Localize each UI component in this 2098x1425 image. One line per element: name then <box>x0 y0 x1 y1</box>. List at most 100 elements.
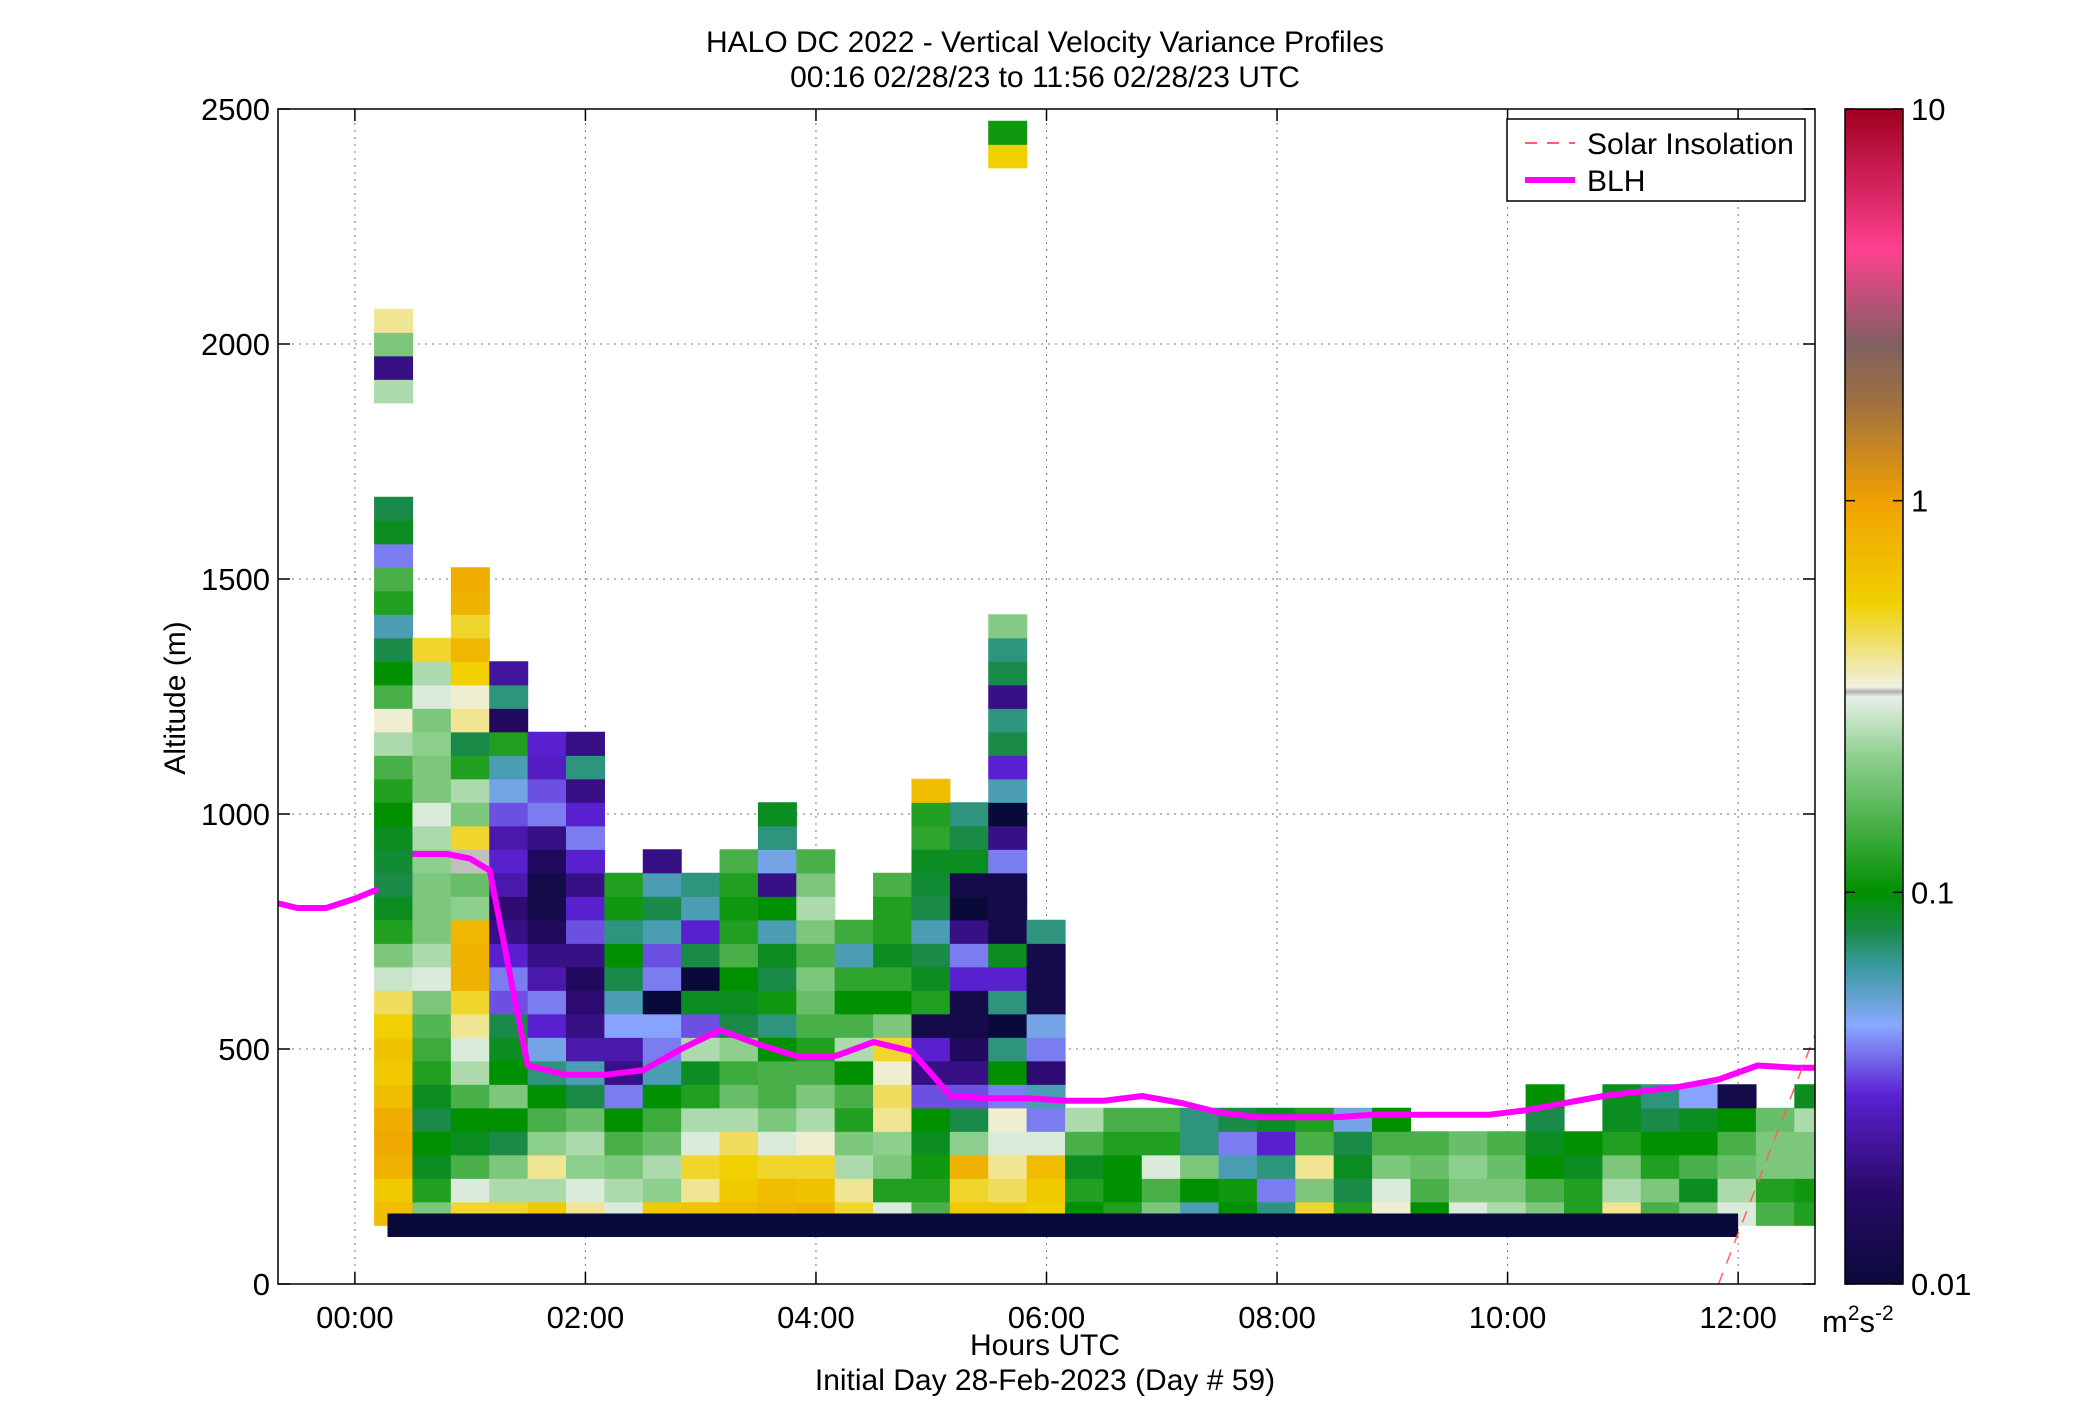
heatmap-cell <box>1525 1154 1565 1179</box>
heatmap-cell <box>949 1131 989 1156</box>
heatmap-cell <box>374 1084 414 1109</box>
bottom-band <box>387 1213 1739 1237</box>
heatmap-cell <box>450 1131 490 1156</box>
heatmap-cell <box>412 943 452 968</box>
heatmap-cell <box>1180 1131 1220 1156</box>
heatmap-cell <box>1755 1154 1795 1179</box>
heatmap-cell <box>1602 1154 1642 1179</box>
y-tick-label: 1500 <box>201 562 270 597</box>
heatmap-cell <box>949 872 989 897</box>
heatmap-cell <box>642 1154 682 1179</box>
heatmap-cell <box>1372 1131 1412 1156</box>
chart-title: HALO DC 2022 - Vertical Velocity Varianc… <box>706 26 1384 59</box>
heatmap-cell <box>489 1131 529 1156</box>
colorbar-gradient <box>1844 108 1904 1285</box>
heatmap-cell <box>719 1178 759 1203</box>
heatmap-cell <box>988 755 1028 780</box>
heatmap-cell <box>1794 1084 1815 1109</box>
heatmap-cell <box>757 1131 797 1156</box>
heatmap-cell <box>988 990 1028 1015</box>
heatmap-cell <box>681 990 721 1015</box>
heatmap-cell <box>873 966 913 991</box>
heatmap-cell <box>566 1107 605 1132</box>
heatmap-cell <box>796 896 836 921</box>
heatmap-cell <box>719 896 759 921</box>
heatmap-cell <box>374 543 414 568</box>
heatmap-cell <box>834 1107 874 1132</box>
heatmap-cell <box>450 1084 490 1109</box>
heatmap-cell <box>374 872 414 897</box>
colorbar-unit: m2s-2 <box>1822 1302 1894 1339</box>
heatmap-cell <box>757 966 797 991</box>
colorbar-unit-sup1: 2 <box>1848 1302 1860 1325</box>
heatmap-cell <box>450 919 490 944</box>
heatmap-cell <box>988 966 1028 991</box>
heatmap-cell <box>1295 1154 1335 1179</box>
heatmap-cell <box>642 872 682 897</box>
heatmap-cell <box>911 825 951 850</box>
x-tick-label: 10:00 <box>1469 1300 1547 1335</box>
heatmap-cell <box>1564 1178 1603 1203</box>
heatmap-cell <box>796 990 836 1015</box>
heatmap-cell <box>527 919 567 944</box>
heatmap-cell <box>1256 1131 1296 1156</box>
heatmap-cell <box>412 1013 452 1038</box>
heatmap-cell <box>873 1060 913 1085</box>
heatmap-cell <box>489 802 529 827</box>
heatmap-cell <box>1755 1107 1795 1132</box>
heatmap-cell <box>757 919 797 944</box>
heatmap-cell <box>412 637 452 662</box>
heatmap-cell <box>374 849 414 874</box>
x-axis: 00:00 02:00 04:00 06:00 08:00 10:00 12:00 <box>316 109 1777 1335</box>
heatmap-cell <box>1026 1013 1066 1038</box>
heatmap-cell <box>911 919 951 944</box>
heatmap-cell <box>527 966 567 991</box>
heatmap-cell <box>719 1131 759 1156</box>
heatmap-cell <box>527 1131 567 1156</box>
heatmap-cell <box>1372 1154 1412 1179</box>
heatmap-cell <box>1026 1037 1066 1062</box>
heatmap-cell <box>1448 1131 1488 1156</box>
heatmap-cell <box>642 1178 682 1203</box>
heatmap-cell <box>374 496 414 521</box>
heatmap-cell <box>949 919 989 944</box>
heatmap-cell <box>988 637 1028 662</box>
heatmap-cell <box>566 1131 605 1156</box>
colorbar-ticks: 0.01 0.1 1 10 <box>1845 92 1971 1302</box>
heatmap-cell <box>1026 1060 1066 1085</box>
heatmap-cell <box>566 896 605 921</box>
heatmap-cell <box>834 1084 874 1109</box>
heatmap-cell <box>450 1037 490 1062</box>
x-tick-label: 08:00 <box>1238 1300 1316 1335</box>
heatmap-cell <box>988 1178 1028 1203</box>
heatmap-cell <box>796 1178 836 1203</box>
heatmap-cell <box>412 731 452 756</box>
heatmap-cell <box>374 1131 414 1156</box>
heatmap-cell <box>566 825 605 850</box>
heatmap-cell <box>374 567 414 592</box>
heatmap-cell <box>604 872 644 897</box>
heatmap-cell <box>681 966 721 991</box>
heatmap-cell <box>988 684 1028 709</box>
heatmap-cell <box>1755 1178 1795 1203</box>
heatmap-cell <box>911 1154 951 1179</box>
heatmap-cell <box>757 990 797 1015</box>
heatmap-cell <box>1755 1201 1795 1226</box>
heatmap-cell <box>796 966 836 991</box>
heatmap-cell <box>450 1107 490 1132</box>
heatmap-cell <box>911 778 951 803</box>
heatmap-cell <box>988 943 1028 968</box>
heatmap-cell <box>489 1060 529 1085</box>
heatmap-cell <box>450 778 490 803</box>
heatmap-cell <box>834 1013 874 1038</box>
heatmap-cell <box>949 1154 989 1179</box>
heatmap-cell <box>911 990 951 1015</box>
heatmap-cell <box>1410 1178 1450 1203</box>
heatmap-cell <box>681 1060 721 1085</box>
heatmap-cell <box>604 1013 644 1038</box>
colorbar-tick-label: 0.01 <box>1911 1267 1971 1302</box>
heatmap-cell <box>374 919 414 944</box>
heatmap-cell <box>681 1154 721 1179</box>
heatmap-cell <box>796 1013 836 1038</box>
heatmap-cell <box>450 825 490 850</box>
